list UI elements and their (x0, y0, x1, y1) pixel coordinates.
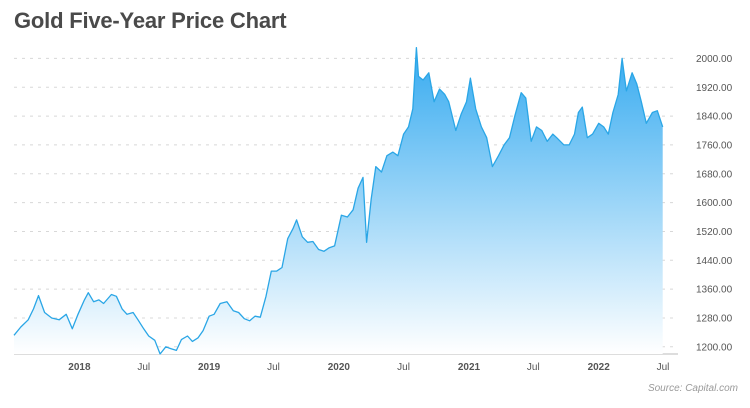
x-tick-label: Jul (657, 362, 670, 373)
x-tick-label: Jul (267, 362, 280, 373)
y-tick-label: 1760.00 (696, 140, 733, 151)
x-tick-label: Jul (527, 362, 540, 373)
x-tick-label: 2021 (458, 362, 481, 373)
x-axis: 2018 Jul 2019 Jul 2020 Jul 2021 Jul 2022 Jul (68, 362, 669, 373)
y-tick-label: 1680.00 (696, 169, 733, 180)
price-line (13, 46, 664, 355)
x-tick-label: Jul (397, 362, 410, 373)
y-tick-label: 2000.00 (696, 54, 733, 65)
y-tick-label: 1840.00 (696, 112, 733, 123)
y-tick-label: 1200.00 (696, 342, 733, 353)
y-tick-label: 1920.00 (696, 83, 733, 94)
source-note: Source: Capital.com (647, 383, 738, 394)
x-tick-label: 2018 (68, 362, 91, 373)
y-tick-label: 1280.00 (696, 313, 733, 324)
y-axis: 1200.00 1280.00 1360.00 1440.00 1520.00 1600.… (696, 54, 733, 353)
y-tick-label: 1440.00 (696, 256, 733, 267)
x-tick-label: 2022 (588, 362, 611, 373)
price-area-fill (14, 47, 663, 354)
y-tick-label: 1520.00 (696, 227, 733, 238)
x-tick-label: Jul (137, 362, 150, 373)
x-tick-label: 2019 (198, 362, 221, 373)
chart-title: Gold Five-Year Price Chart (14, 8, 287, 33)
x-tick-label: 2020 (328, 362, 351, 373)
y-tick-label: 1600.00 (696, 198, 733, 209)
y-tick-label: 1360.00 (696, 285, 733, 296)
price-area (13, 46, 664, 355)
